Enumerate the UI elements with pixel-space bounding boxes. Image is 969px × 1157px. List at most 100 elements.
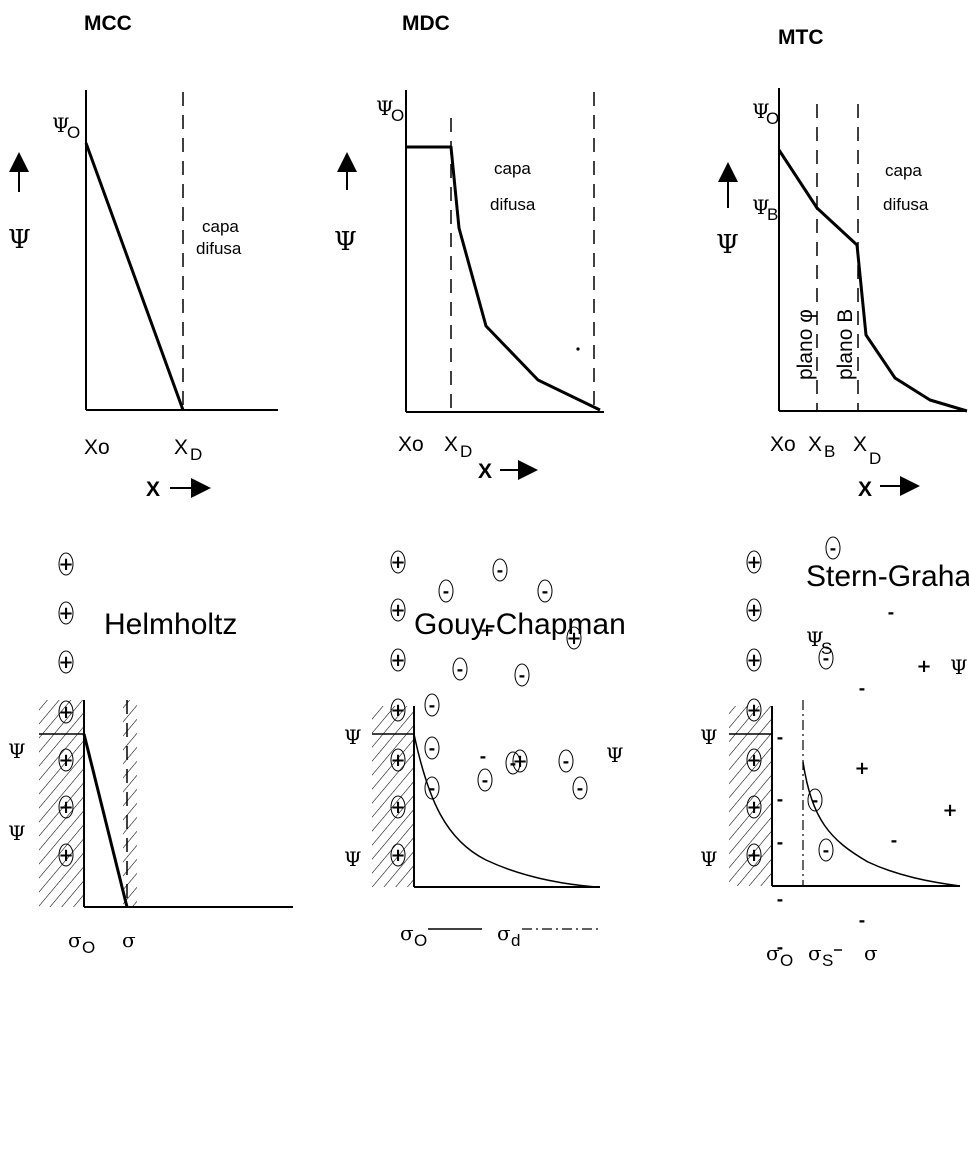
svg-text:+: + [390,700,405,721]
mdc-xd-label: X [444,433,458,456]
gouy-diffuse-ion: + [566,626,582,650]
gouy-diffuse-ion: - [514,663,530,687]
svg-text:+: + [854,758,869,779]
helmholtz-sigma0-sub: O [82,938,95,957]
stern-diffuse-ion: + [854,758,869,779]
svg-text:-: - [888,603,895,622]
helmholtz-wall-ion: + [58,601,74,625]
svg-text:+: + [58,554,73,575]
svg-text:-: - [482,771,489,790]
helmholtz-wall-ion: + [58,795,74,819]
mcc-psi0-label: Ψ [52,113,70,137]
gouy-diffuse-ion: - [558,749,574,773]
svg-text:+: + [390,797,405,818]
stern-adsorbed-ion: - [777,833,784,852]
helmholtz-sigma0-label: σ [68,928,82,952]
stern-diffuse-ion: - [859,679,866,698]
mcc-potential-curve [84,142,185,411]
svg-text:+: + [58,652,73,673]
stern-diffuse-ion: - [818,838,834,862]
helmholtz-wall-ion: + [58,843,74,867]
stern-wall-ion: + [746,550,762,574]
mtc-psib-label: Ψ [752,195,770,219]
stern-psi-label-1: Ψ [950,655,968,679]
svg-text:-: - [777,938,784,957]
stern-diffuse-ion: - [818,646,834,670]
stern-wall-ion: + [746,748,762,772]
svg-text:-: - [859,679,866,698]
stern-psis-sub: S [821,639,832,658]
svg-text:+: + [58,750,73,771]
mdc-x-axis-label: X [478,460,492,483]
gouy-chapman-title: Gouy-Chapman [414,608,626,641]
mdc-panel: MDC Ψ O Ψ capa difusa Xo X D X [334,12,604,483]
mdc-psi0-label: Ψ [376,96,394,120]
svg-text:-: - [542,582,549,601]
helmholtz-psi-label-1: Ψ [8,739,26,763]
svg-text:+: + [916,656,931,677]
mcc-xd-label: X [174,436,188,459]
svg-text:+: + [479,620,494,641]
gouy-diffuse-ion: - [537,579,553,603]
stern-wall-ion: + [746,698,762,722]
stern-adsorbed-ion: - [777,938,784,957]
stern-sigmas-sub: S [822,951,833,970]
stern-ions: +++++++-------- +-+- +--- [746,536,958,957]
stern-sigma0-sub: O [780,951,793,970]
svg-text:+: + [390,845,405,866]
mtc-xd-sub: D [869,449,881,468]
svg-text:-: - [777,728,784,747]
mtc-psi-axis-label: Ψ [716,230,739,260]
mcc-x-axis-label: X [146,478,160,501]
mtc-panel: MTC Ψ O Ψ B Ψ capa difusa plano φ plano … [716,26,968,501]
svg-text:+: + [746,552,761,573]
mtc-potential-curve [777,149,968,413]
stern-wall-ion: + [746,598,762,622]
gouy-diffuse-ion: - [424,776,440,800]
svg-text:-: - [777,890,784,909]
stern-sigma0-label: σ [766,941,780,965]
svg-text:-: - [519,666,526,685]
stern-wall-ion: + [746,843,762,867]
gouy-sigma0-label: σ [400,921,414,945]
svg-text:+: + [566,628,581,649]
stern-wall-ion: + [746,795,762,819]
mtc-x0-label: Xo [770,433,796,456]
mdc-zone-label-2: difusa [490,195,536,214]
stern-wall-ion: + [746,648,762,672]
mdc-x0-label: Xo [398,433,424,456]
svg-text:-: - [457,660,464,679]
stern-adsorbed-ion: - [777,790,784,809]
svg-text:-: - [812,791,819,810]
stern-diffuse-ion: - [891,831,898,850]
gouy-wall-ion: + [390,550,406,574]
svg-text:-: - [891,831,898,850]
gouy-diffuse-ion: - [492,558,508,582]
mcc-zone-label-1: capa [202,217,239,236]
svg-text:-: - [429,779,436,798]
mtc-plane-phi-label: plano φ [794,309,817,380]
stern-diffuse-ion: - [825,536,841,560]
mtc-zone-label-1: capa [885,161,922,180]
stern-psi-label-3: Ψ [700,847,718,871]
gouy-diffuse-ion: - [505,751,521,775]
gouy-wall-ion: + [390,648,406,672]
svg-text:-: - [777,790,784,809]
gouy-psi-label-3: Ψ [344,847,362,871]
gouy-wall-ion: + [390,795,406,819]
stern-graham-panel: Stern-Graham +++++++--------+-+-+--- Ψ S… [700,536,969,970]
svg-text:-: - [577,779,584,798]
mtc-psi0-sub: O [766,109,779,128]
mcc-psi0-sub: O [67,123,80,142]
svg-text:+: + [58,797,73,818]
svg-text:+: + [746,650,761,671]
svg-text:+: + [746,750,761,771]
stern-psi-label-2: Ψ [700,725,718,749]
mdc-stray-dot [576,347,580,351]
mtc-psib-sub: B [767,205,778,224]
gouy-potential-curve [413,733,597,888]
mdc-zone-label-1: capa [494,159,531,178]
helmholtz-wall-ion: + [58,552,74,576]
mcc-xd-sub: D [190,445,202,464]
mtc-zone-label-2: difusa [883,195,929,214]
